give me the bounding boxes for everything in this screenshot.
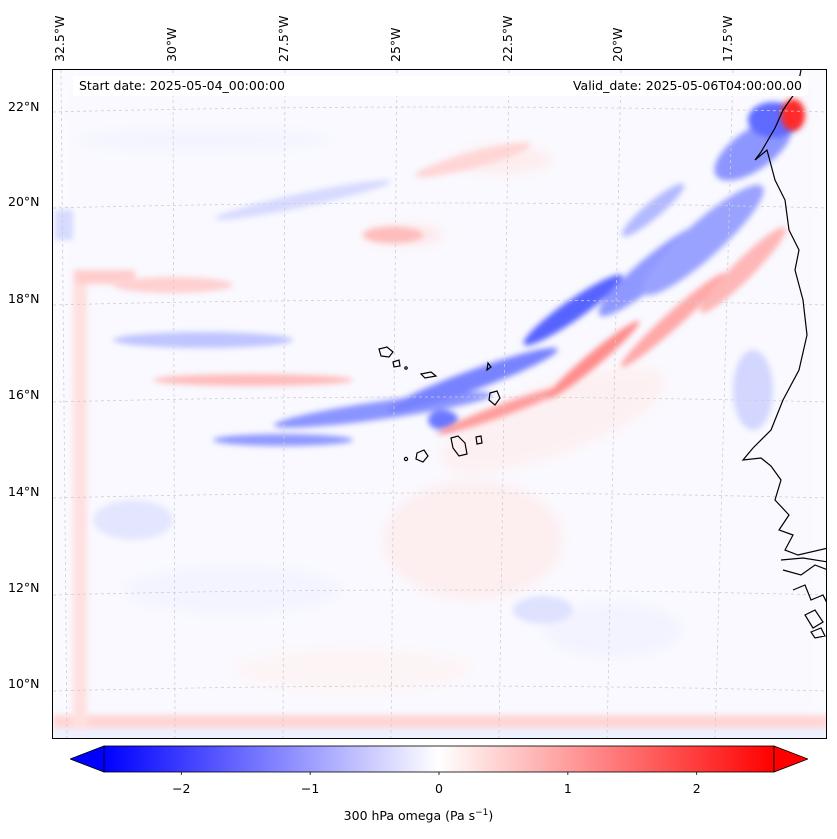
ascent-bands	[93, 102, 798, 624]
colorbar-units-exponent: −1	[475, 808, 489, 818]
omega-field-map	[53, 70, 826, 738]
african-coastline	[741, 70, 826, 639]
lat-label: 18°N	[8, 291, 40, 306]
lat-label: 14°N	[8, 484, 40, 499]
lon-label: 32.5°W	[52, 15, 67, 62]
colorbar	[70, 745, 808, 775]
lon-label: 30°W	[164, 27, 179, 62]
lat-label: 10°N	[8, 676, 40, 691]
colorbar-tick-label: 1	[563, 781, 572, 796]
colorbar-tick-label: −1	[300, 781, 320, 796]
map-panel: Start date: 2025-05-04_00:00:00 Valid_da…	[52, 69, 827, 739]
lon-label: 17.5°W	[720, 15, 735, 62]
colorbar-tick-label: 2	[692, 781, 701, 796]
date-info-bar: Start date: 2025-05-04_00:00:00 Valid_da…	[73, 76, 808, 96]
cape-verde-islands	[378, 346, 501, 463]
colorbar-gradient	[103, 745, 775, 773]
colorbar-title: 300 hPa omega (Pa s−1)	[343, 808, 494, 824]
valid-date-label: Valid_date: 2025-05-06T04:00:00.00	[572, 78, 802, 93]
colorbar-tick-label: 0	[435, 781, 443, 796]
start-date-label: Start date: 2025-05-04_00:00:00	[79, 78, 285, 93]
lat-label: 12°N	[8, 580, 40, 595]
lat-label: 20°N	[8, 194, 40, 209]
colorbar-tick-label: −2	[172, 781, 191, 796]
lat-label: 22°N	[8, 99, 40, 114]
gridlines	[53, 70, 826, 738]
colorbar-max-extend	[773, 745, 808, 773]
lon-label: 25°W	[388, 27, 403, 62]
lon-label: 27.5°W	[276, 15, 291, 62]
colorbar-variable: 300 hPa omega	[343, 808, 442, 824]
colorbar-units: Pa s	[450, 808, 476, 824]
lat-label: 16°N	[8, 387, 40, 402]
boundary-artifacts	[53, 210, 826, 738]
lon-label: 20°W	[610, 27, 625, 62]
lon-label: 22.5°W	[500, 15, 515, 62]
colorbar-min-extend	[70, 745, 105, 773]
